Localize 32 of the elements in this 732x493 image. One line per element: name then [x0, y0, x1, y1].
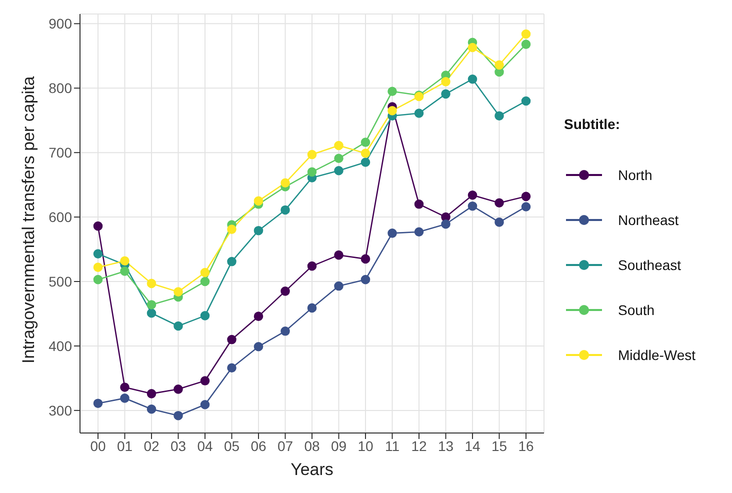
x-tick-label: 01: [116, 438, 133, 454]
x-tick-label: 15: [491, 438, 508, 454]
x-tick-label: 05: [224, 438, 240, 454]
x-tick-label: 16: [518, 438, 534, 454]
legend-title: Subtitle:: [564, 116, 621, 132]
x-tick-label: 00: [90, 438, 106, 454]
x-tick-label: 02: [144, 438, 160, 454]
x-tick-label: 12: [411, 438, 427, 454]
x-axis-title: Years: [290, 460, 334, 479]
y-tick-label: 600: [48, 209, 72, 226]
y-tick-label: 300: [48, 402, 72, 418]
y-axis-title: Intragovernmental transfers per capita: [19, 76, 38, 364]
legend-label: North: [618, 166, 652, 182]
y-tick-label: 900: [48, 16, 72, 32]
y-tick-label: 500: [48, 273, 72, 290]
x-tick-label: 10: [358, 438, 374, 454]
y-tick-label: 400: [48, 338, 72, 354]
legend-label: Middle-West: [618, 346, 696, 362]
y-tick-label: 700: [48, 144, 72, 161]
x-tick-label: 09: [330, 438, 347, 454]
x-tick-label: 13: [438, 438, 454, 454]
x-tick-label: 06: [250, 438, 266, 454]
x-tick-label: 11: [384, 438, 400, 454]
x-tick-label: 14: [464, 438, 480, 454]
x-tick-label: 07: [277, 438, 294, 454]
y-tick-label: 800: [48, 80, 72, 96]
x-tick-label: 08: [304, 438, 320, 454]
x-tick-label: 03: [170, 438, 186, 454]
legend-label: South: [618, 302, 655, 318]
legend-label: Northeast: [618, 212, 679, 228]
legend-label: Southeast: [618, 256, 682, 272]
x-tick-label: 04: [197, 438, 213, 454]
